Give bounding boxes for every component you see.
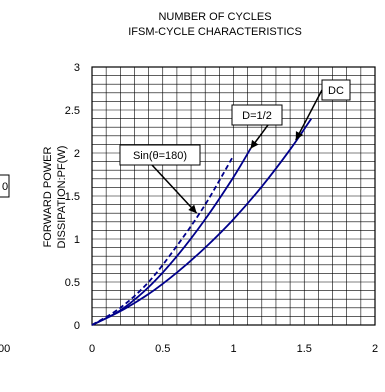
x-tick-label: 1.5 xyxy=(297,343,312,355)
y-tick-label: 0.5 xyxy=(65,277,80,289)
annotation-box-2 xyxy=(119,144,201,166)
annotation-box-1 xyxy=(231,104,283,126)
header-line-1: NUMBER OF CYCLES xyxy=(158,11,271,23)
annotation-arrow-0 xyxy=(295,89,323,141)
plot-frame xyxy=(91,66,376,326)
annotation-label-1: D=1/2 xyxy=(242,110,272,122)
annotation-arrow-2 xyxy=(151,164,198,214)
y-tick-label: 0 xyxy=(74,320,80,332)
annotation-label-0: DC xyxy=(328,85,344,97)
x-tick-label: 2 xyxy=(372,343,378,355)
series-line-0 xyxy=(91,118,313,326)
tick-labels: 0 0.5 1 1.5 2 0 0.5 1 1.5 2 2.5 3 xyxy=(65,62,378,355)
y-axis-label-line-2: DISSIPATION:PF(W) xyxy=(56,146,68,249)
series-line-2 xyxy=(91,155,235,326)
annotation-arrowhead-2 xyxy=(188,204,197,214)
x-tick-label: 0.5 xyxy=(155,343,170,355)
annotation-arrowhead-0 xyxy=(295,131,304,141)
y-tick-label: 3 xyxy=(74,62,80,74)
annotation-label-2: Sin(θ=180) xyxy=(133,150,187,162)
series-lines xyxy=(91,118,313,326)
x-tick-label: 1 xyxy=(230,343,236,355)
annotation-arrowhead-1 xyxy=(250,139,259,149)
y-axis-label-line-1: FORWARD POWER xyxy=(42,147,54,248)
y-tick-label: 1.5 xyxy=(65,191,80,203)
series-line-1 xyxy=(91,148,252,326)
header-line-2: IFSM-CYCLE CHARACTERISTICS xyxy=(128,26,302,38)
left-fragment-bottom: 00 xyxy=(0,343,10,355)
x-tick-label: 0 xyxy=(89,343,95,355)
y-tick-label: 2 xyxy=(74,148,80,160)
left-fragment-box xyxy=(0,174,10,198)
left-fragment-box-char: 0 xyxy=(2,181,8,193)
annotations: DC D=1/2 Sin(θ=180) xyxy=(119,79,351,214)
y-tick-label: 2.5 xyxy=(65,105,80,117)
y-tick-label: 1 xyxy=(74,234,80,246)
